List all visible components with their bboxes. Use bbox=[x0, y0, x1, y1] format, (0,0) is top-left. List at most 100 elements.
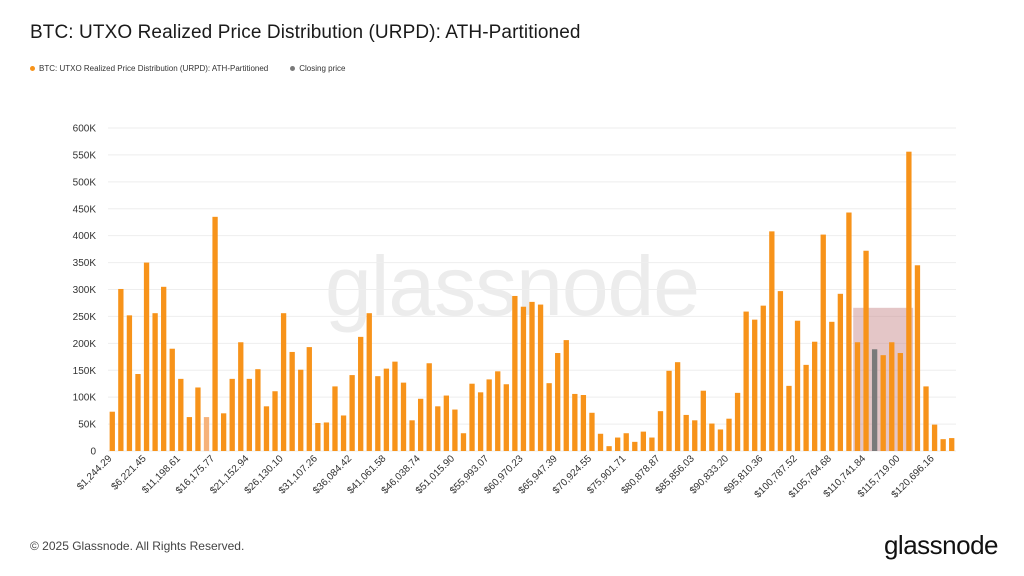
y-tick-label: 450K bbox=[73, 204, 97, 215]
y-tick-label: 150K bbox=[73, 366, 97, 377]
bar bbox=[931, 424, 938, 451]
bar bbox=[717, 429, 724, 451]
bar bbox=[623, 433, 629, 451]
bar bbox=[486, 379, 492, 451]
legend-item-closing-price[interactable]: Closing price bbox=[290, 64, 346, 73]
bar bbox=[657, 411, 664, 451]
bar bbox=[298, 369, 304, 451]
bar bbox=[186, 417, 193, 451]
y-tick-label: 200K bbox=[73, 339, 97, 350]
bar bbox=[769, 231, 775, 451]
y-tick-label: 350K bbox=[73, 258, 97, 269]
y-tick-label: 600K bbox=[73, 124, 97, 135]
bar bbox=[949, 438, 955, 451]
bar bbox=[349, 375, 355, 451]
legend-dot-closing-price bbox=[290, 66, 296, 71]
bar bbox=[460, 433, 467, 451]
bar bbox=[563, 340, 569, 451]
bar bbox=[435, 406, 441, 451]
bar bbox=[632, 441, 638, 451]
y-tick-label: 550K bbox=[73, 150, 97, 161]
bar bbox=[897, 353, 903, 451]
bar bbox=[323, 422, 330, 451]
bar bbox=[263, 406, 270, 451]
bar bbox=[109, 411, 115, 451]
bar bbox=[255, 369, 261, 451]
bar bbox=[161, 286, 167, 451]
bar bbox=[752, 319, 758, 451]
y-tick-label: 250K bbox=[73, 312, 97, 323]
bar bbox=[803, 364, 809, 451]
bar bbox=[863, 250, 869, 451]
legend-label-closing-price: Closing price bbox=[299, 64, 346, 73]
bar bbox=[383, 368, 390, 451]
bar bbox=[615, 437, 621, 451]
bar bbox=[854, 342, 861, 451]
closing-price-bar bbox=[871, 349, 878, 451]
y-tick-label: 100K bbox=[73, 393, 97, 404]
bar bbox=[709, 423, 715, 451]
bar bbox=[914, 265, 921, 451]
bar bbox=[169, 348, 175, 451]
bar bbox=[520, 306, 527, 451]
bar bbox=[786, 385, 792, 451]
bar bbox=[195, 387, 201, 451]
bar bbox=[409, 420, 415, 451]
bar bbox=[332, 386, 338, 451]
bar bbox=[143, 262, 150, 451]
x-tick-label: $1,244.29 bbox=[75, 453, 115, 493]
bar bbox=[529, 301, 535, 451]
bar bbox=[443, 395, 449, 451]
bar bbox=[597, 433, 604, 451]
bar bbox=[546, 383, 552, 451]
legend-dot-urpd bbox=[30, 66, 35, 71]
bar bbox=[512, 295, 518, 451]
bar bbox=[829, 321, 835, 451]
bar bbox=[846, 212, 852, 451]
bar bbox=[555, 353, 561, 451]
legend-item-urpd[interactable]: BTC: UTXO Realized Price Distribution (U… bbox=[30, 64, 268, 73]
bar bbox=[220, 413, 227, 451]
y-tick-label: 0 bbox=[90, 447, 96, 458]
bar bbox=[606, 446, 612, 451]
y-tick-label: 500K bbox=[73, 177, 97, 188]
bar bbox=[537, 304, 544, 451]
bar bbox=[889, 342, 895, 451]
bar bbox=[812, 341, 818, 451]
y-tick-label: 300K bbox=[73, 285, 97, 296]
legend: BTC: UTXO Realized Price Distribution (U… bbox=[30, 64, 368, 73]
bar bbox=[477, 392, 484, 451]
bar bbox=[640, 431, 647, 451]
bar bbox=[135, 374, 141, 451]
copyright-text: © 2025 Glassnode. All Rights Reserved. bbox=[30, 539, 245, 553]
bar bbox=[212, 216, 218, 451]
brand-logo: glassnode bbox=[883, 530, 999, 560]
bar bbox=[683, 414, 689, 451]
bar bbox=[280, 313, 287, 451]
bar bbox=[572, 393, 578, 451]
bar bbox=[503, 384, 509, 451]
bar bbox=[794, 320, 801, 451]
bar bbox=[469, 383, 475, 451]
bar bbox=[289, 351, 295, 451]
bar bbox=[906, 151, 912, 452]
y-tick-label: 400K bbox=[73, 231, 97, 242]
bar bbox=[392, 361, 398, 451]
bar bbox=[246, 378, 252, 451]
bar bbox=[152, 313, 158, 451]
bar bbox=[358, 336, 364, 451]
chart-title: BTC: UTXO Realized Price Distribution (U… bbox=[30, 22, 581, 43]
legend-label-urpd: BTC: UTXO Realized Price Distribution (U… bbox=[39, 64, 269, 73]
bar bbox=[452, 409, 458, 451]
bar bbox=[315, 423, 321, 451]
bar bbox=[726, 418, 732, 451]
bar bbox=[649, 437, 655, 451]
bar bbox=[880, 355, 886, 451]
bar bbox=[666, 370, 672, 451]
bar bbox=[366, 313, 372, 451]
bar bbox=[734, 392, 741, 451]
chart-area: 0 50K 100K 150K 200K 250K 300K 350K 400K 450K 500K… bbox=[73, 124, 956, 500]
bar bbox=[589, 412, 595, 451]
bar bbox=[692, 420, 698, 451]
bar bbox=[495, 371, 501, 451]
